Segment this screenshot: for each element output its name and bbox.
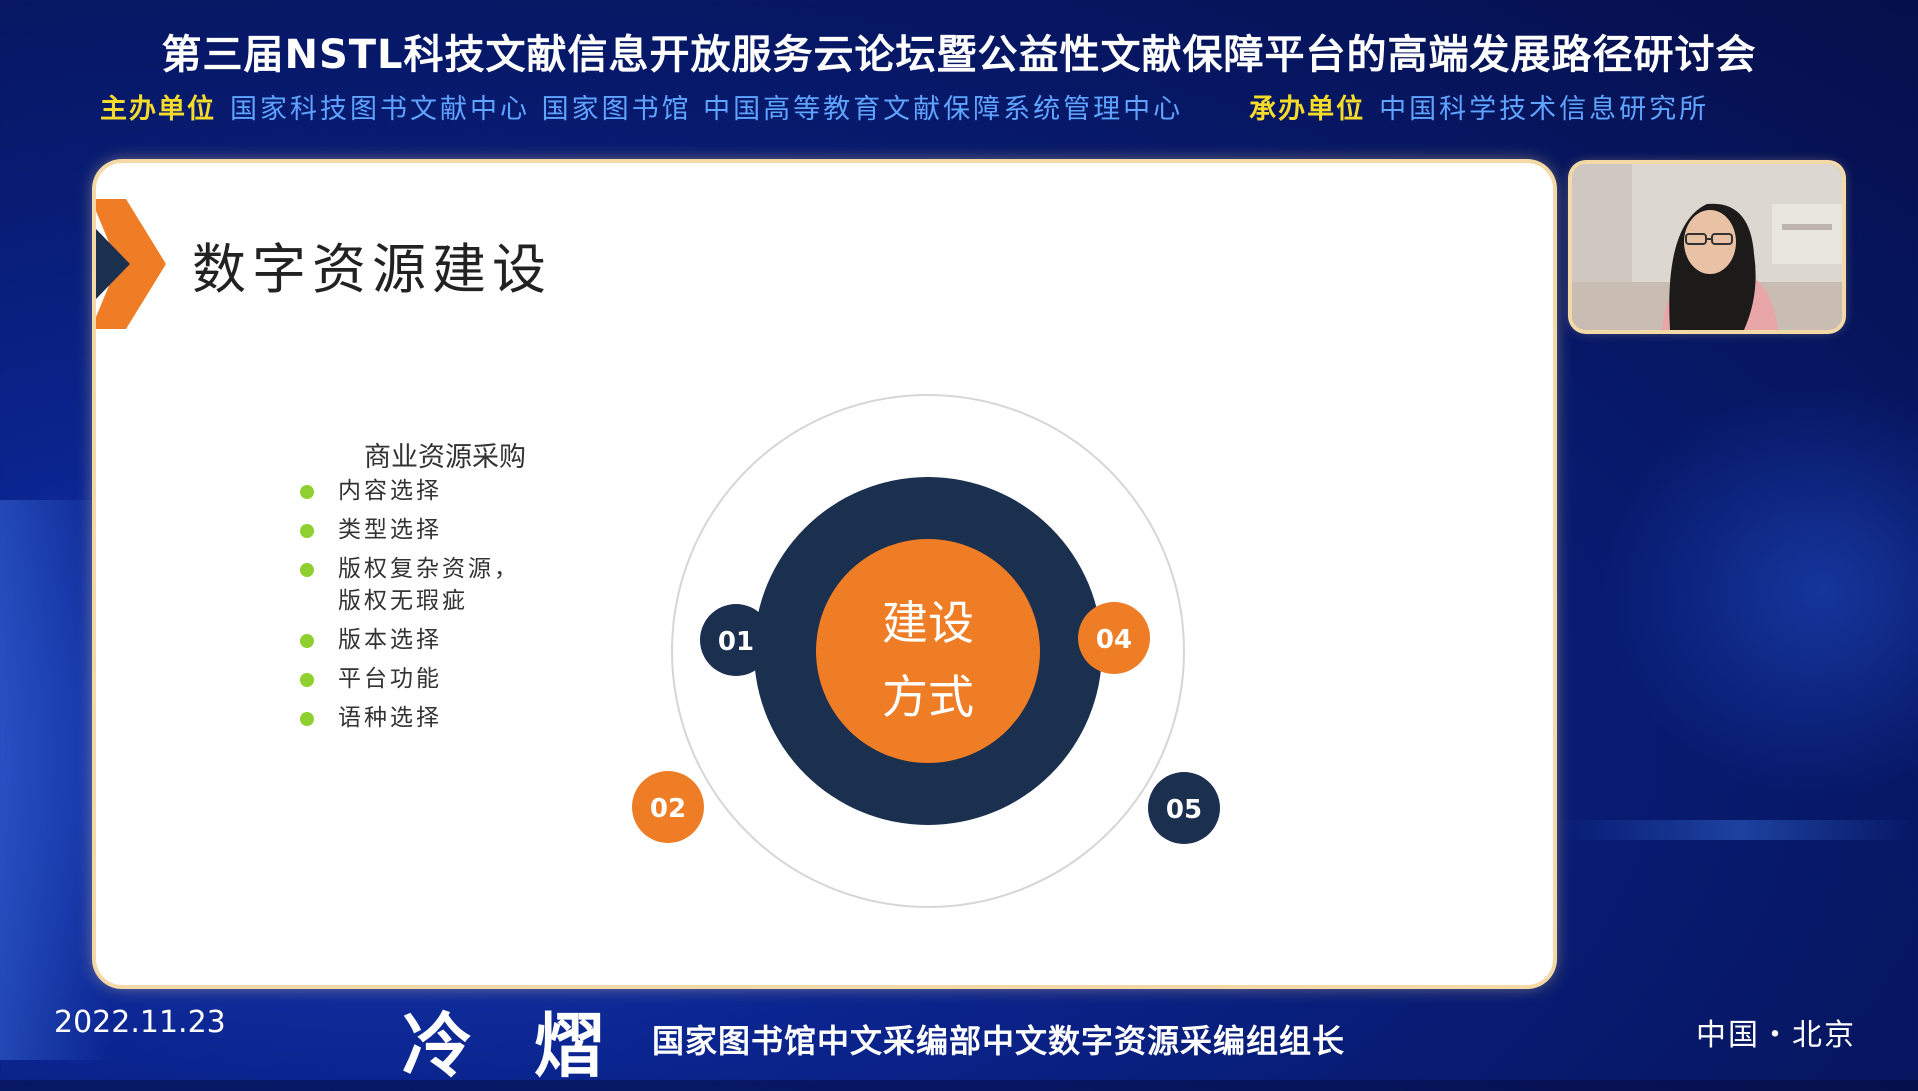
bullet-dot-icon	[300, 563, 314, 577]
speaker-role: 国家图书馆中文采编部中文数字资源采编组组长	[652, 1022, 1346, 1060]
badge-02: 02	[632, 771, 704, 843]
background-streak	[1560, 820, 1918, 840]
list-item: 版权复杂资源， 版权无瑕疵	[300, 553, 520, 617]
slide-title: 数字资源建设	[192, 238, 552, 301]
speaker-name: 冷熠	[402, 1005, 666, 1087]
organizers-bar: 主办单位 国家科技图书文献中心 国家图书馆 中国高等教育文献保障系统管理中心 承…	[100, 86, 1850, 126]
bullet-list: 内容选择 类型选择 版权复杂资源， 版权无瑕疵 版本选择 平台功能 语种选择	[300, 475, 520, 741]
title-chevron-icon	[96, 199, 166, 329]
svg-text:04: 04	[1096, 625, 1132, 655]
bullet-dot-icon	[300, 524, 314, 538]
event-location: 中国・北京	[1696, 1018, 1856, 1053]
list-item: 类型选择	[300, 514, 520, 546]
list-item: 版本选择	[300, 624, 520, 656]
outer-ring	[671, 394, 1185, 908]
list-heading: 商业资源采购	[364, 442, 526, 473]
background-glow	[1600, 380, 1918, 800]
badge-01: 01	[700, 604, 772, 676]
center-circle	[816, 539, 1040, 763]
speaker-video-image	[1572, 164, 1842, 330]
bullet-dot-icon	[300, 712, 314, 726]
construction-methods-diagram: 建设 方式 01 02 03 04 05 06	[632, 394, 1220, 908]
list-item: 语种选择	[300, 702, 520, 734]
svg-text:01: 01	[718, 627, 754, 657]
host-label: 承办单位	[1249, 93, 1366, 125]
badge-05: 05	[1148, 772, 1220, 844]
speaker-webcam-feed	[1572, 164, 1842, 330]
list-item: 内容选择	[300, 475, 520, 507]
host-name: 中国科学技术信息研究所	[1379, 93, 1710, 125]
background-streak	[0, 500, 110, 1060]
svg-text:02: 02	[650, 794, 686, 824]
bullet-dot-icon	[300, 485, 314, 499]
center-text-line2: 方式	[882, 670, 974, 724]
svg-text:05: 05	[1166, 795, 1202, 825]
center-text-line1: 建设	[882, 596, 974, 650]
presentation-slide: 数字资源建设 商业资源采购 内容选择 类型选择 版权复杂资源， 版权无瑕疵 版本选…	[96, 163, 1553, 985]
bullet-dot-icon	[300, 673, 314, 687]
organizer-names: 国家科技图书文献中心 国家图书馆 中国高等教育文献保障系统管理中心	[230, 93, 1184, 125]
organizer-label: 主办单位	[100, 93, 216, 125]
list-item: 平台功能	[300, 663, 520, 695]
badge-04: 04	[1078, 602, 1150, 674]
bullet-dot-icon	[300, 634, 314, 648]
event-date: 2022.11.23	[54, 1005, 226, 1040]
conference-title: 第三届NSTL科技文献信息开放服务云论坛暨公益性文献保障平台的高端发展路径研讨会	[161, 32, 1757, 78]
